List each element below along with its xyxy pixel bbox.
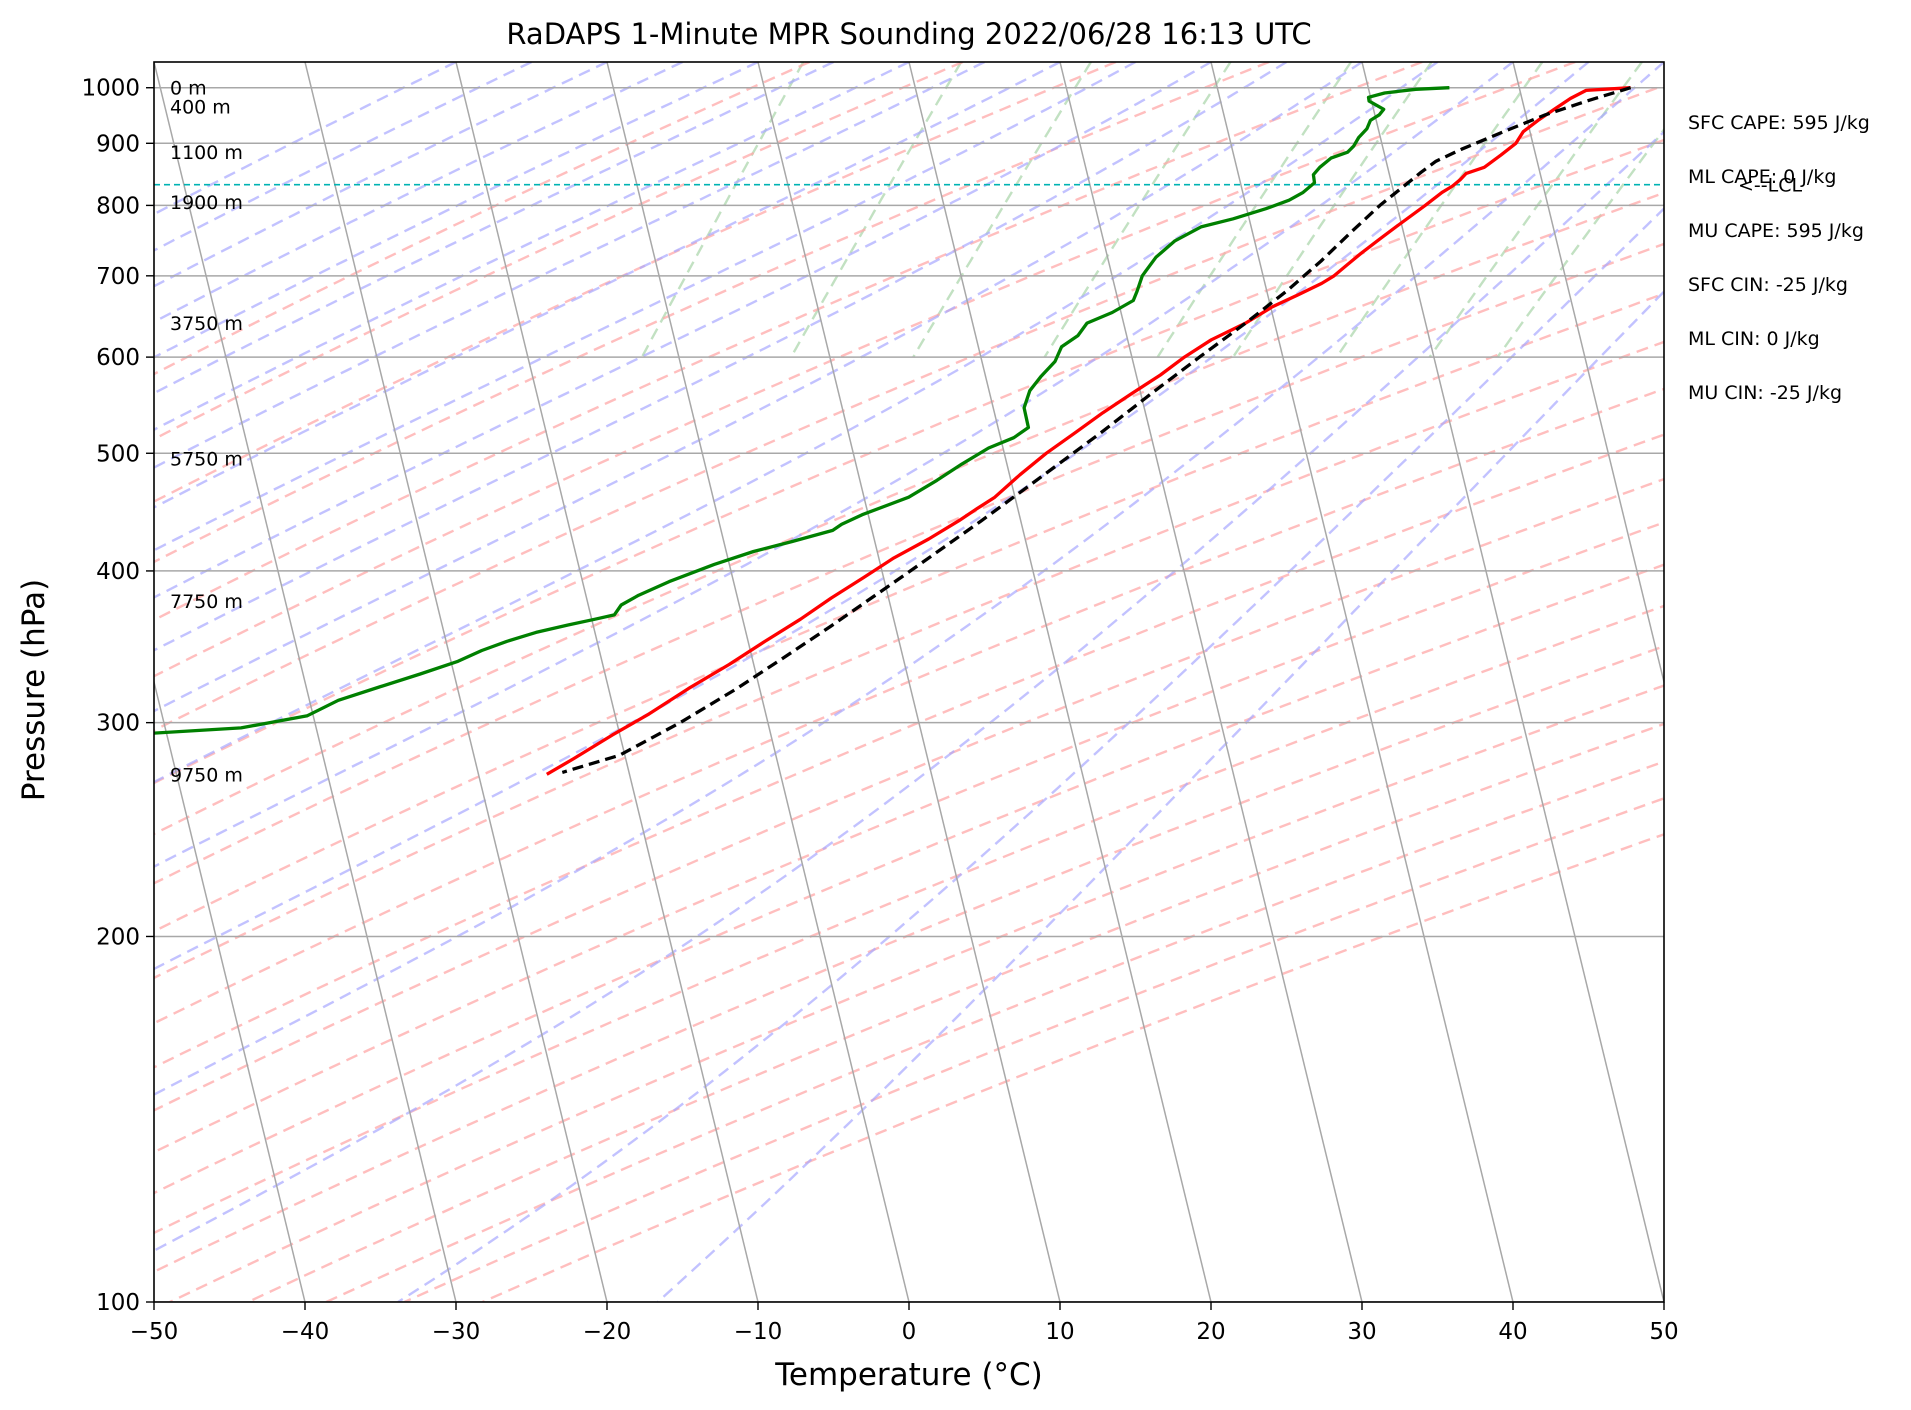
- dry-adiabat: [404, 62, 1911, 1302]
- stat-text: MU CIN: -25 J/kg: [1688, 382, 1842, 404]
- isotherm-line: [1211, 62, 1513, 1302]
- mixing-ratio-lines: [642, 62, 1715, 357]
- moist-adiabat: [658, 62, 1891, 1302]
- x-tick-label: −20: [583, 1319, 632, 1345]
- x-tick-label: 40: [1498, 1319, 1527, 1345]
- stat-text: SFC CAPE: 595 J/kg: [1688, 112, 1870, 134]
- moist-adiabats: [0, 62, 1891, 1302]
- y-axis-label: Pressure (hPa): [16, 579, 52, 801]
- dry-adiabat: [0, 62, 810, 1302]
- x-tick-label: 10: [1045, 1319, 1074, 1345]
- isotherm-line: [607, 62, 909, 1302]
- mixing-ratio-line: [1498, 62, 1715, 357]
- moist-adiabat: [57, 62, 1740, 1302]
- x-axis-ticks: −50 −40 −30 −20 −10 0 10 20 30 40 50: [130, 1302, 1679, 1345]
- moist-adiabat: [0, 62, 1060, 1302]
- isotherm-line: [1664, 62, 1911, 1302]
- y-tick-label: 100: [96, 1290, 140, 1316]
- y-tick-label: 200: [96, 924, 140, 950]
- dry-adiabat: [0, 62, 1422, 1302]
- stat-text: SFC CIN: -25 J/kg: [1688, 274, 1848, 296]
- moist-adiabat: [0, 62, 834, 1302]
- height-label: 400 m: [170, 97, 231, 119]
- height-label: 3750 m: [170, 313, 243, 335]
- lcl-label: <--LCL: [1738, 175, 1802, 197]
- x-tick-label: 20: [1196, 1319, 1225, 1345]
- y-tick-label: 900: [96, 131, 140, 157]
- x-tick-label: −40: [281, 1319, 330, 1345]
- y-axis-ticks: 100 200 300 400 500 600 700 800 900 1000: [81, 76, 154, 1316]
- stat-text: ML CIN: 0 J/kg: [1688, 328, 1820, 350]
- height-label: 9750 m: [170, 764, 243, 786]
- y-tick-label: 800: [96, 193, 140, 219]
- chart-title: RaDAPS 1-Minute MPR Sounding 2022/06/28 …: [506, 17, 1311, 51]
- y-tick-label: 1000: [81, 76, 140, 102]
- moist-adiabat: [0, 62, 1287, 1302]
- height-label: 1900 m: [170, 192, 243, 214]
- y-tick-label: 500: [96, 441, 140, 467]
- x-axis-label: Temperature (°C): [774, 1357, 1043, 1393]
- dry-adiabat: [248, 62, 1911, 1302]
- moist-adiabat: [0, 62, 532, 1302]
- mixing-ratio-line: [1158, 62, 1351, 357]
- x-tick-label: −50: [130, 1319, 179, 1345]
- stat-text: MU CAPE: 595 J/kg: [1688, 220, 1864, 242]
- x-tick-label: 30: [1347, 1319, 1376, 1345]
- moist-adiabat: [0, 62, 1136, 1302]
- y-tick-label: 700: [96, 264, 140, 290]
- moist-adiabat: [398, 62, 1815, 1302]
- moist-adiabat: [0, 62, 909, 1302]
- moist-adiabat: [0, 62, 1437, 1302]
- x-tick-label: 0: [902, 1319, 917, 1345]
- dry-adiabat: [326, 62, 1911, 1302]
- y-tick-label: 300: [96, 711, 140, 737]
- dry-adiabat: [0, 62, 1269, 1302]
- moist-adiabat: [0, 62, 1211, 1302]
- mixing-ratio-line: [1045, 62, 1231, 357]
- isotherm-line: [456, 62, 758, 1302]
- dry-adiabat: [0, 62, 1116, 1302]
- isotherm-line: [305, 62, 607, 1302]
- moist-adiabat: [0, 62, 758, 1302]
- dry-adiabat: [0, 62, 1881, 1302]
- height-label: 7750 m: [170, 591, 243, 613]
- moist-adiabat: [0, 62, 1588, 1302]
- y-tick-label: 600: [96, 345, 140, 371]
- dry-adiabat: [0, 62, 963, 1302]
- mixing-ratio-line: [1337, 62, 1543, 357]
- dry-adiabat: [0, 62, 1575, 1302]
- isotherm-line: [0, 62, 3, 1302]
- plot-area: [0, 62, 1911, 1302]
- height-label: 1100 m: [170, 142, 243, 164]
- isotherm-line: [154, 62, 456, 1302]
- moist-adiabat: [0, 62, 607, 1302]
- height-label: 5750 m: [170, 449, 243, 471]
- x-tick-label: −10: [734, 1319, 783, 1345]
- y-tick-label: 400: [96, 559, 140, 585]
- isotherm-line: [1060, 62, 1362, 1302]
- x-tick-label: −30: [432, 1319, 481, 1345]
- temperature-profile: [547, 88, 1631, 775]
- moist-adiabat: [0, 62, 683, 1302]
- dry-adiabat: [92, 62, 1911, 1302]
- isotherm-line: [1815, 62, 1911, 1302]
- x-tick-label: 50: [1649, 1319, 1678, 1345]
